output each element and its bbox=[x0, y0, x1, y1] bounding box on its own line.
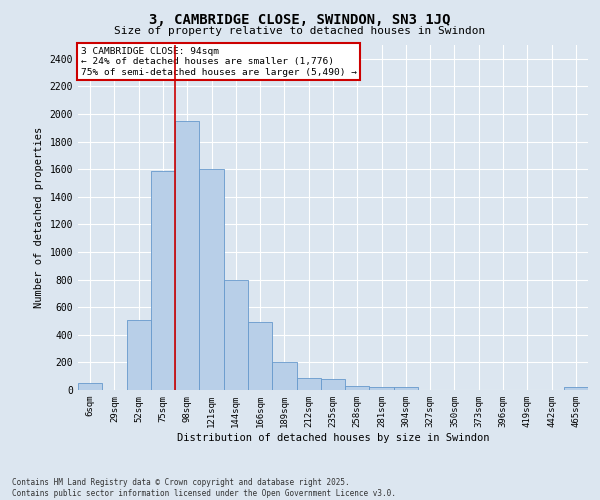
Text: Size of property relative to detached houses in Swindon: Size of property relative to detached ho… bbox=[115, 26, 485, 36]
Bar bbox=[175, 121, 199, 390]
Bar bbox=[224, 280, 248, 390]
Text: Contains HM Land Registry data © Crown copyright and database right 2025.
Contai: Contains HM Land Registry data © Crown c… bbox=[12, 478, 396, 498]
Bar bbox=[272, 362, 296, 390]
Bar bbox=[199, 169, 224, 390]
Bar bbox=[394, 387, 418, 390]
Y-axis label: Number of detached properties: Number of detached properties bbox=[34, 127, 44, 308]
Bar bbox=[127, 320, 151, 390]
Bar bbox=[296, 378, 321, 390]
Bar bbox=[345, 386, 370, 390]
Bar bbox=[564, 387, 588, 390]
Text: 3, CAMBRIDGE CLOSE, SWINDON, SN3 1JQ: 3, CAMBRIDGE CLOSE, SWINDON, SN3 1JQ bbox=[149, 12, 451, 26]
Bar bbox=[248, 322, 272, 390]
X-axis label: Distribution of detached houses by size in Swindon: Distribution of detached houses by size … bbox=[177, 432, 489, 442]
Bar bbox=[78, 383, 102, 390]
Bar bbox=[321, 379, 345, 390]
Text: 3 CAMBRIDGE CLOSE: 94sqm
← 24% of detached houses are smaller (1,776)
75% of sem: 3 CAMBRIDGE CLOSE: 94sqm ← 24% of detach… bbox=[80, 46, 356, 76]
Bar bbox=[370, 387, 394, 390]
Bar bbox=[151, 170, 175, 390]
